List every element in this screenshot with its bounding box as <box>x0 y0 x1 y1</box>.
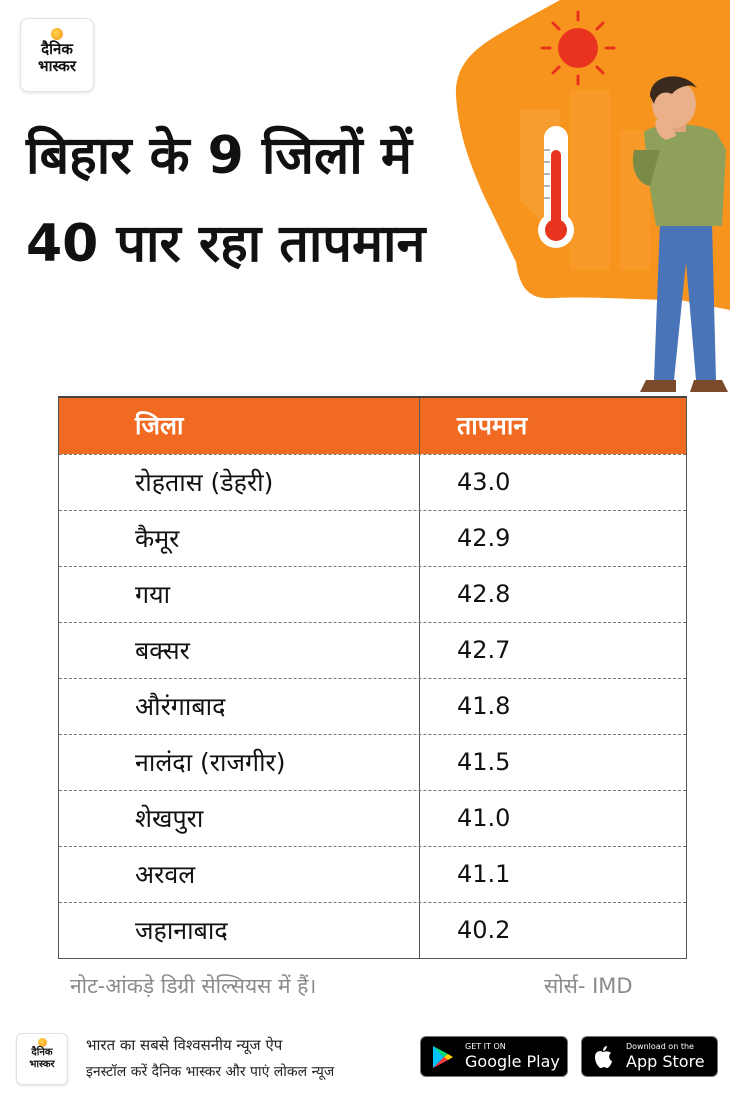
google-play-small-text: GET IT ON <box>465 1042 506 1051</box>
sweating-man <box>632 76 728 392</box>
headline: बिहार के 9 जिलों में 40 पार रहा तापमान <box>26 126 426 274</box>
temperature-cell: 41.1 <box>457 860 511 888</box>
table-row: औरंगाबाद 41.8 <box>59 678 686 734</box>
district-cell: जहानाबाद <box>59 903 420 958</box>
google-play-icon <box>433 1046 453 1068</box>
note-text: नोट-आंकड़े डिग्री सेल्सियस में हैं। <box>70 974 317 998</box>
table-row: रोहतास (डेहरी) 43.0 <box>59 454 686 510</box>
district-cell: बक्सर <box>59 623 420 678</box>
district-cell: शेखपुरा <box>59 791 420 846</box>
temperature-cell: 41.5 <box>457 748 511 776</box>
app-store-label: App Store <box>626 1052 705 1071</box>
footer-install-text: इनस्टॉल करें दैनिक भास्कर और पाएं लोकल न… <box>86 1064 335 1080</box>
table-row: नालंदा (राजगीर) 41.5 <box>59 734 686 790</box>
brand-logo: दैनिक भास्कर <box>20 18 94 92</box>
temperature-cell: 41.8 <box>457 692 511 720</box>
temperature-cell: 40.2 <box>457 916 511 944</box>
table-row: कैमूर 42.9 <box>59 510 686 566</box>
district-cell: रोहतास (डेहरी) <box>59 455 420 510</box>
thermometer-icon <box>538 126 574 248</box>
temperature-cell: 42.9 <box>457 524 511 552</box>
google-play-button[interactable]: GET IT ON Google Play <box>420 1036 568 1077</box>
temperature-table: जिला तापमान रोहतास (डेहरी) 43.0 कैमूर 42… <box>58 396 687 959</box>
footer-logo-line2: भास्कर <box>29 1059 55 1070</box>
header-temperature: तापमान <box>457 411 528 440</box>
table-row: बक्सर 42.7 <box>59 622 686 678</box>
apple-icon <box>595 1046 612 1068</box>
google-play-label: Google Play <box>465 1052 560 1071</box>
app-store-button[interactable]: Download on the App Store <box>581 1036 718 1077</box>
district-cell: कैमूर <box>59 511 420 566</box>
sun-icon <box>540 10 616 86</box>
district-cell: गया <box>59 567 420 622</box>
footer-logo-sun-dot <box>37 1038 47 1047</box>
heatwave-illustration <box>455 0 730 392</box>
temperature-cell: 42.7 <box>457 636 511 664</box>
table-row: शेखपुरा 41.0 <box>59 790 686 846</box>
header-district: जिला <box>59 398 420 454</box>
district-cell: औरंगाबाद <box>59 679 420 734</box>
table-header-row: जिला तापमान <box>59 398 686 454</box>
logo-text-line1: दैनिक <box>41 40 73 58</box>
district-cell: नालंदा (राजगीर) <box>59 735 420 790</box>
footer-tagline: भारत का सबसे विश्वसनीय न्यूज ऐप <box>86 1036 283 1054</box>
table-row: जहानाबाद 40.2 <box>59 902 686 958</box>
temperature-cell: 43.0 <box>457 468 511 496</box>
footer-logo-line1: दैनिक <box>31 1047 53 1058</box>
source-text: सोर्स- IMD <box>544 974 633 998</box>
temperature-cell: 42.8 <box>457 580 511 608</box>
app-store-small-text: Download on the <box>626 1042 694 1051</box>
table-row: गया 42.8 <box>59 566 686 622</box>
temperature-cell: 41.0 <box>457 804 511 832</box>
footer-brand-logo: दैनिक भास्कर <box>16 1033 68 1085</box>
logo-sun-dot <box>51 28 63 40</box>
table-row: अरवल 41.1 <box>59 846 686 902</box>
logo-text-line2: भास्कर <box>38 57 76 75</box>
district-cell: अरवल <box>59 847 420 902</box>
